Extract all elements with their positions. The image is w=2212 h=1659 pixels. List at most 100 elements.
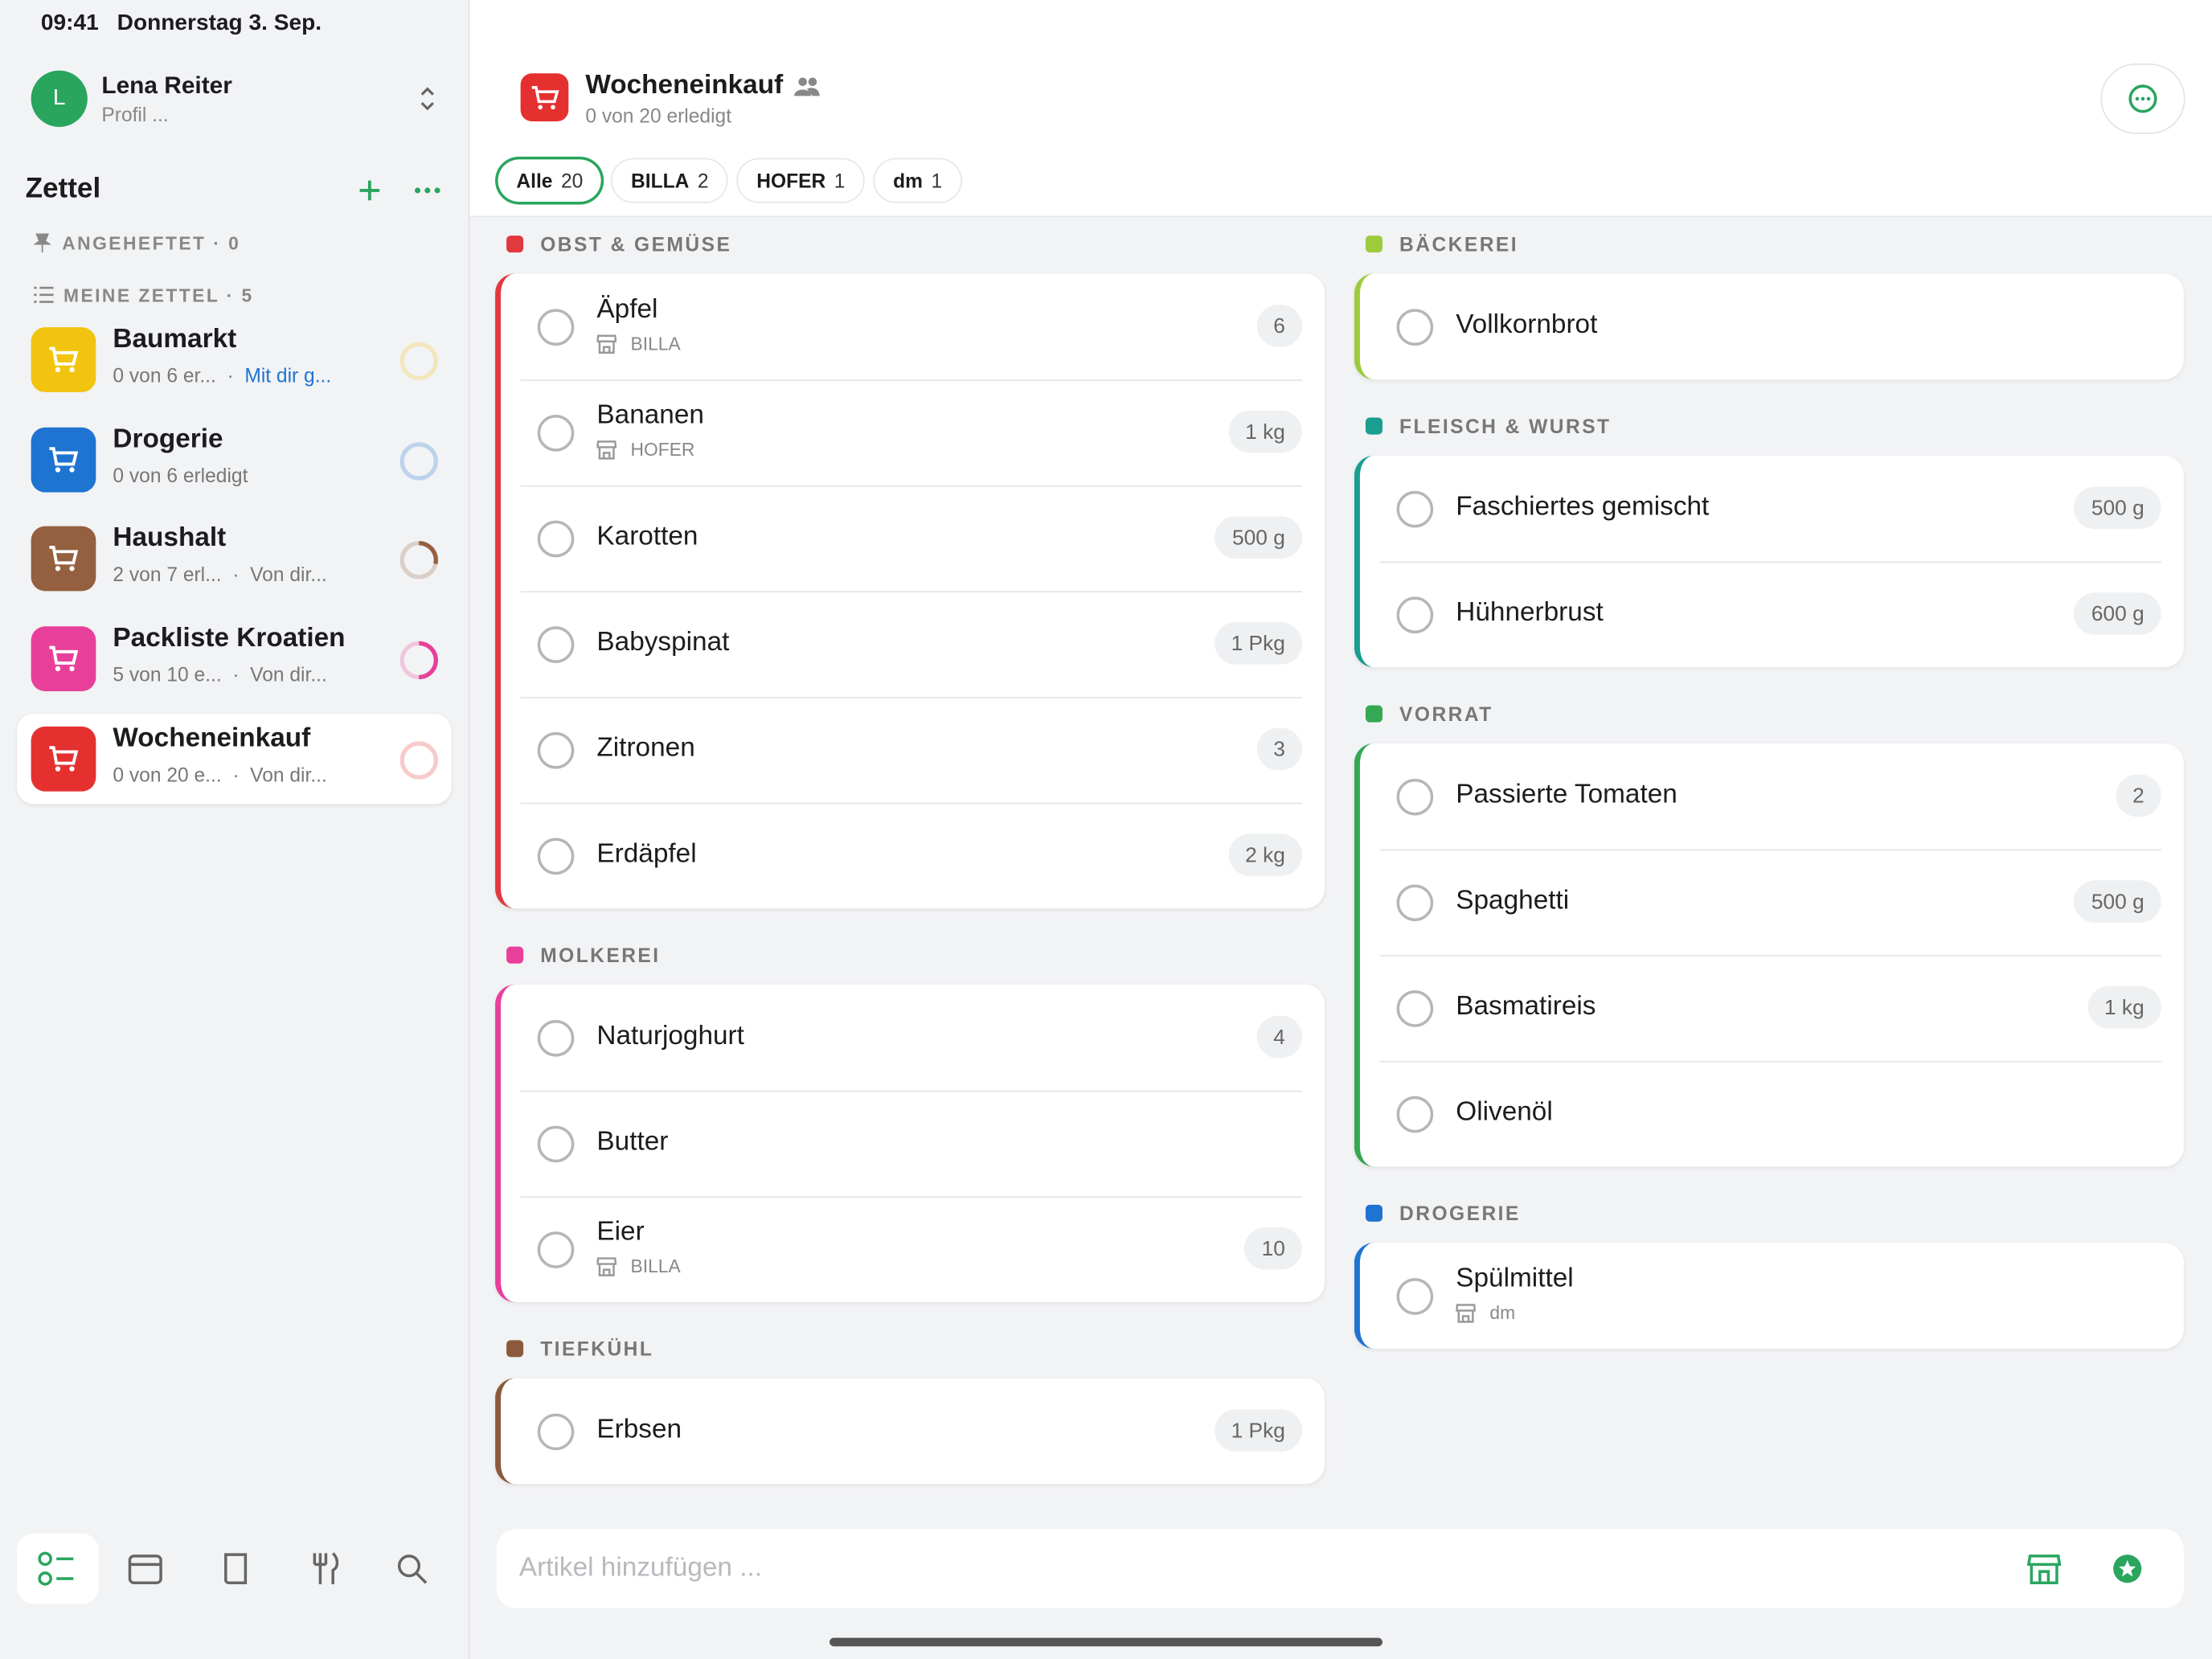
item-name[interactable]: Butter xyxy=(596,1127,669,1157)
list-row[interactable]: Haushalt 2 von 7 erl... · Von dir... xyxy=(17,514,452,604)
list-progress: 5 von 10 e... xyxy=(113,663,222,686)
add-item-input[interactable]: Artikel hinzufügen ... xyxy=(496,1529,2184,1608)
list-icon xyxy=(34,286,54,303)
list-row[interactable]: Wocheneinkauf 0 von 20 e... · Von dir... xyxy=(17,713,452,805)
tab-recipes[interactable] xyxy=(220,1552,252,1586)
cart-shape xyxy=(49,346,79,366)
section-header: OBST & GEMÜSE xyxy=(495,223,1325,265)
tab-search[interactable] xyxy=(395,1552,428,1586)
add-list[interactable] xyxy=(355,176,383,204)
item-name[interactable]: Zitronen xyxy=(596,733,695,764)
checkbox[interactable] xyxy=(1396,490,1434,528)
item-name[interactable]: Äpfel xyxy=(596,294,658,325)
filter-chip[interactable]: dm 1 xyxy=(875,159,961,202)
separator: · xyxy=(221,663,251,686)
list-row[interactable]: Drogerie 0 von 6 erledigt xyxy=(17,414,452,504)
item-name[interactable]: Karotten xyxy=(596,522,698,552)
checkbox[interactable] xyxy=(1396,1096,1434,1133)
store-name: BILLA xyxy=(630,333,681,354)
item-name[interactable]: Olivenöl xyxy=(1456,1097,1553,1128)
item-name[interactable]: Faschiertes gemischt xyxy=(1456,492,1710,522)
cart-glyph xyxy=(49,645,79,672)
checkbox[interactable] xyxy=(537,1231,575,1268)
checkbox[interactable] xyxy=(1396,596,1434,634)
filter-chip[interactable]: Alle 20 xyxy=(498,159,602,202)
cart-shape xyxy=(49,645,79,665)
item-name[interactable]: Bananen xyxy=(596,400,704,431)
filter-chip[interactable]: HOFER 1 xyxy=(738,159,864,202)
cart-wheel xyxy=(55,566,61,572)
item: Hühnerbrust 600 g xyxy=(1360,561,2184,668)
filter-label: dm xyxy=(893,169,923,192)
checkbox[interactable] xyxy=(537,626,575,663)
profile-switch[interactable] xyxy=(418,84,438,113)
checkbox[interactable] xyxy=(537,838,575,875)
checkbox[interactable] xyxy=(537,309,575,346)
checkbox[interactable] xyxy=(1396,778,1434,816)
checkbox[interactable] xyxy=(1396,884,1434,922)
section-icon xyxy=(1365,417,1382,435)
list-subtitle: 5 von 10 e... · Von dir... xyxy=(113,663,326,686)
section-title: FLEISCH & WURST xyxy=(1399,415,1612,438)
favorite-button[interactable] xyxy=(2112,1553,2143,1584)
profile-subtitle: Profil ... xyxy=(101,103,169,126)
checkbox[interactable] xyxy=(1396,990,1434,1027)
section-card: Erbsen 1 Pkg xyxy=(495,1378,1325,1485)
profile-name[interactable]: Lena Reiter xyxy=(101,72,232,99)
item-name[interactable]: Babyspinat xyxy=(596,628,730,657)
list-name: Packliste Kroatien xyxy=(113,623,346,653)
item-name[interactable]: Basmatireis xyxy=(1456,991,1596,1022)
item-name[interactable]: Spülmittel xyxy=(1456,1264,1574,1294)
quantity: 2 xyxy=(2116,774,2161,817)
more-button[interactable] xyxy=(2102,64,2184,133)
cart-wheel xyxy=(69,766,75,772)
checkbox[interactable] xyxy=(537,731,575,769)
item: Spaghetti 500 g xyxy=(1360,849,2184,956)
section-title: MOLKEREI xyxy=(540,944,661,967)
section-header: FLEISCH & WURST xyxy=(1354,405,2184,448)
section-header: MOLKEREI xyxy=(495,934,1325,977)
tab-meals[interactable] xyxy=(309,1550,340,1587)
item-name[interactable]: Erbsen xyxy=(596,1415,682,1445)
filter-chip[interactable]: BILLA 2 xyxy=(612,159,727,202)
tab-lists[interactable] xyxy=(17,1533,99,1604)
item: Passierte Tomaten 2 xyxy=(1360,743,2184,850)
item: Butter xyxy=(501,1090,1325,1197)
item: Faschiertes gemischt 500 g xyxy=(1360,456,2184,562)
column: OBST & GEMÜSE Äpfel BILLA 6 Bananen HOFER 1 kg… xyxy=(495,223,1325,1509)
section-icon xyxy=(1365,1204,1382,1222)
store-button[interactable] xyxy=(2027,1553,2062,1584)
avatar[interactable]: L xyxy=(31,70,88,127)
item-name[interactable]: Passierte Tomaten xyxy=(1456,780,1677,810)
list-row[interactable]: Packliste Kroatien 5 von 10 e... · Von di… xyxy=(17,614,452,704)
item: Olivenöl xyxy=(1360,1060,2184,1167)
item-name[interactable]: Hühnerbrust xyxy=(1456,598,1604,629)
cart-shape xyxy=(49,546,79,565)
item-name[interactable]: Spaghetti xyxy=(1456,886,1570,916)
checkbox[interactable] xyxy=(537,1413,575,1451)
cart-shape xyxy=(49,446,79,465)
ring-progress xyxy=(399,541,438,580)
tab-calendar[interactable] xyxy=(127,1552,164,1586)
item-name[interactable]: Erdäpfel xyxy=(596,839,697,870)
item-name[interactable]: Naturjoghurt xyxy=(596,1021,744,1051)
item: Bananen HOFER 1 kg xyxy=(501,379,1325,485)
store-icon xyxy=(596,1256,616,1276)
list-row[interactable]: Baumarkt 0 von 6 er... · Mit dir g... xyxy=(17,314,452,404)
quantity: 500 g xyxy=(2074,486,2161,530)
item-name[interactable]: Eier xyxy=(596,1217,645,1247)
section-card: Äpfel BILLA 6 Bananen HOFER 1 kg Karotten 500 g… xyxy=(495,273,1325,909)
cart-glyph xyxy=(49,346,79,372)
checkbox[interactable] xyxy=(537,415,575,452)
checkbox[interactable] xyxy=(537,1019,575,1057)
item-name[interactable]: Vollkornbrot xyxy=(1456,310,1598,340)
checkbox[interactable] xyxy=(1396,1278,1434,1315)
checkbox[interactable] xyxy=(537,520,575,558)
more-lists[interactable] xyxy=(412,176,443,204)
filter-label: Alle xyxy=(516,169,553,192)
filter-count: 1 xyxy=(834,169,846,192)
checkbox[interactable] xyxy=(1396,309,1434,346)
checkbox[interactable] xyxy=(537,1125,575,1163)
section-title: VORRAT xyxy=(1399,703,1493,726)
